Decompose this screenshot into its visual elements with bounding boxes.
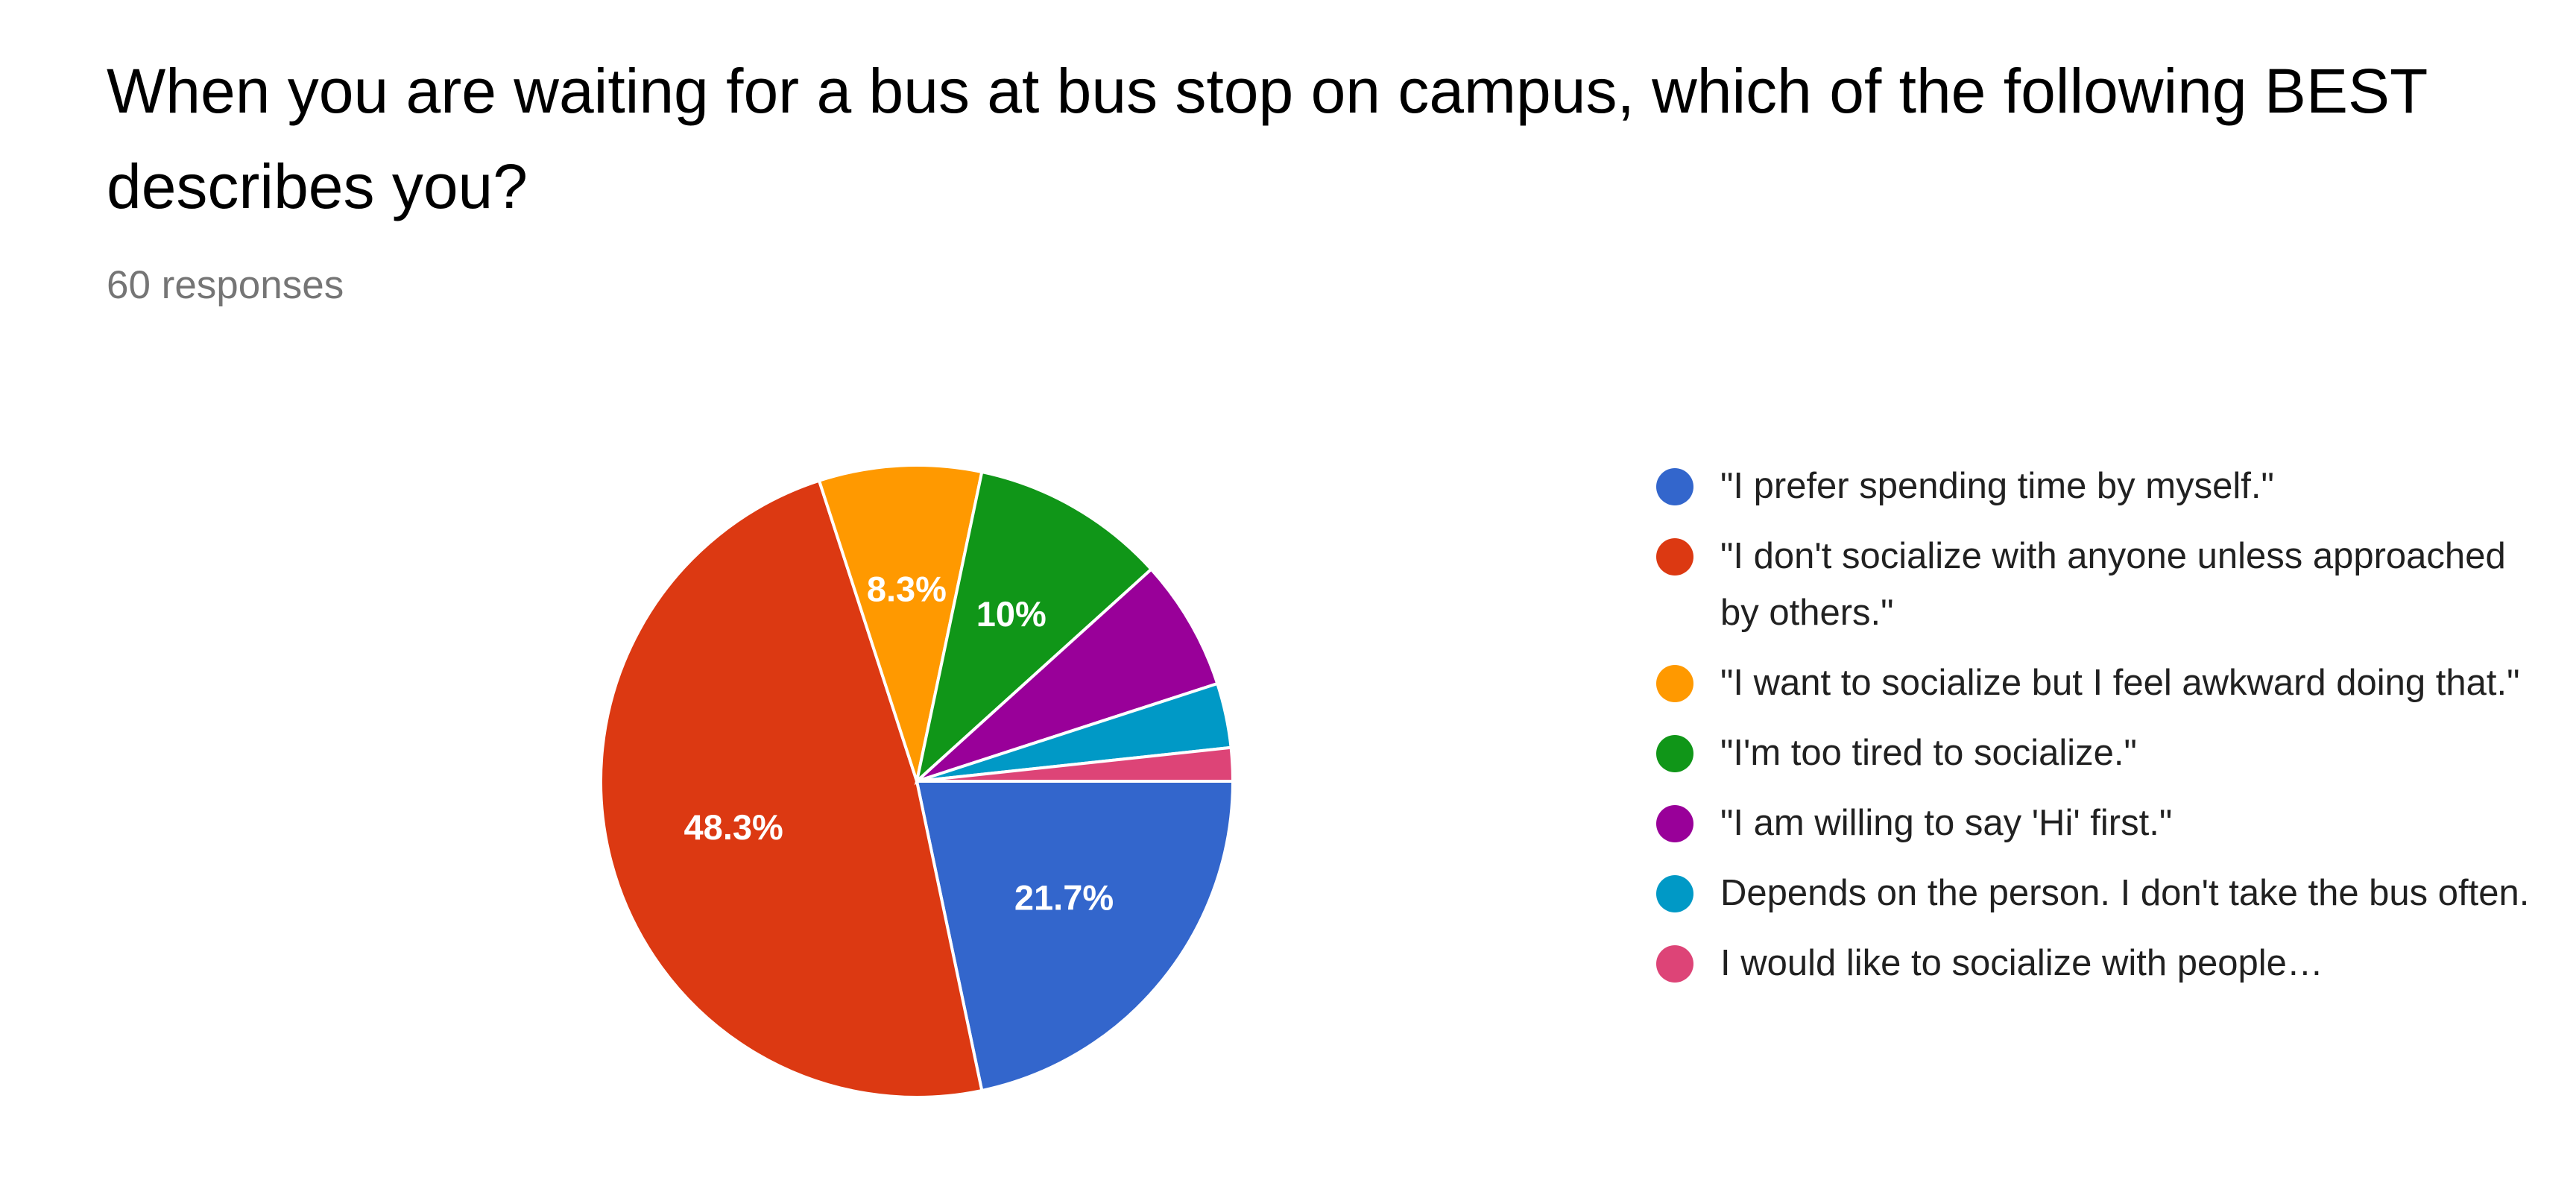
- legend-swatch: [1656, 468, 1693, 505]
- legend-swatch: [1656, 875, 1693, 912]
- pie-slice-2: [599, 479, 984, 1099]
- legend-label: I would like to socialize with people…: [1720, 943, 2323, 983]
- legend-swatch: [1656, 735, 1693, 772]
- legend-label: "I am willing to say 'Hi' first.": [1720, 803, 2173, 843]
- legend-item: "I'm too tired to socialize.": [1656, 725, 2551, 781]
- pie-slice-label-4: 10%: [976, 594, 1046, 634]
- legend-swatch: [1656, 538, 1693, 575]
- legend-label: "I'm too tired to socialize.": [1720, 733, 2137, 773]
- response-count: 60 responses: [107, 263, 344, 307]
- pie-slice-4: [914, 470, 1154, 786]
- legend-item: "I prefer spending time by myself.": [1656, 458, 2551, 514]
- pie-slice-label-2: 48.3%: [684, 807, 783, 847]
- chart-legend: "I prefer spending time by myself." "I do…: [1656, 458, 2551, 1005]
- legend-label: "I don't socialize with anyone unless ap…: [1720, 536, 2506, 633]
- pie-slice-label-3: 8.3%: [867, 569, 947, 608]
- pie-slice-1: [915, 780, 1235, 1093]
- pie-slice-labels: 21.7% 48.3% 8.3% 10%: [684, 569, 1114, 917]
- legend-item: "I want to socialize but I feel awkward …: [1656, 655, 2551, 711]
- legend-swatch: [1656, 805, 1693, 842]
- legend-label: Depends on the person. I don't take the …: [1720, 873, 2530, 913]
- question-title: When you are waiting for a bus at bus st…: [107, 56, 2427, 221]
- pie-slice-7: [916, 745, 1235, 783]
- legend-item: "I am willing to say 'Hi' first.": [1656, 795, 2551, 851]
- pie-slice-5: [915, 567, 1219, 783]
- legend-item: Depends on the person. I don't take the …: [1656, 865, 2551, 921]
- pie-slice-label-1: 21.7%: [1014, 878, 1114, 918]
- pie-slices: [599, 464, 1235, 1099]
- legend-swatch: [1656, 945, 1693, 983]
- legend-swatch: [1656, 665, 1693, 702]
- legend-item: I would like to socialize with people…: [1656, 935, 2551, 991]
- legend-label: "I prefer spending time by myself.": [1720, 466, 2274, 506]
- pie-slice-3: [817, 464, 984, 787]
- legend-item: "I don't socialize with anyone unless ap…: [1656, 528, 2551, 641]
- legend-label: "I want to socialize but I feel awkward …: [1720, 663, 2520, 703]
